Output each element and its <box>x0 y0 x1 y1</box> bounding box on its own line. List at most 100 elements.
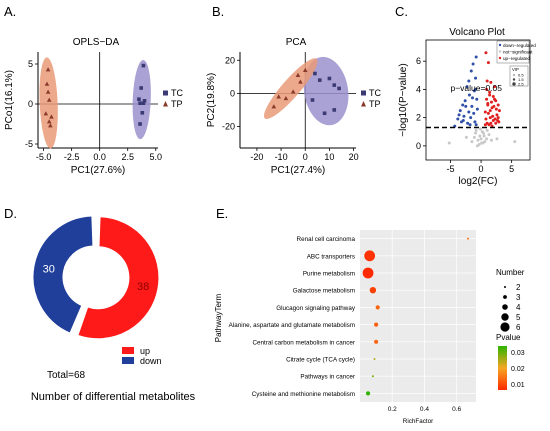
c-point-up <box>493 85 497 89</box>
c-point-down <box>474 76 478 80</box>
panel-c-plot: p−value=0.05 -5 0 5 0 2 4 6 log2(FC) −log10(P−val… <box>398 39 536 187</box>
c-point-up <box>486 103 490 107</box>
c-point-down <box>464 104 468 108</box>
a-legend-label: TP <box>171 99 183 109</box>
a-y-label: PCo1(16.1%) <box>4 70 15 130</box>
c-point-down <box>468 123 472 127</box>
a-y-tick-label: 5 <box>28 59 33 69</box>
a-point-tc <box>141 101 146 105</box>
b-point-tc <box>327 76 332 81</box>
c-point-up <box>494 121 498 125</box>
c-point-down <box>474 87 478 91</box>
c-size-legend-title: VIP <box>512 67 519 72</box>
b-x-tick-label: 20 <box>349 152 359 162</box>
e-category-label: ABC transporters <box>307 253 355 260</box>
e-bubble <box>374 339 379 344</box>
c-threshold-label: p−value=0.05 <box>450 83 502 93</box>
c-y-label: −log10(P−value) <box>398 63 409 136</box>
c-point-up <box>484 117 488 121</box>
e-x-tick-label: 0.6 <box>452 406 461 413</box>
e-bubble <box>466 237 469 240</box>
a-x-tick-label: 2.5 <box>121 152 134 162</box>
d-slice-value-down: 30 <box>43 264 55 276</box>
b-ellipse-tp <box>263 58 318 120</box>
c-point-ns <box>474 131 478 135</box>
b-y-label: PC2(19.8%) <box>206 73 217 127</box>
c-point-ns <box>487 133 491 137</box>
c-point-ns <box>478 134 482 138</box>
b-point-tc <box>313 71 317 76</box>
c-point-down <box>467 110 471 114</box>
e-x-tick-label: 0.4 <box>420 406 429 413</box>
a-legend-swatch <box>163 101 168 107</box>
c-point-up <box>496 103 500 107</box>
e-category-label: Purine metabolism <box>303 271 355 278</box>
b-point-tc <box>337 86 341 91</box>
c-point-ns <box>485 128 489 132</box>
a-point-tp <box>46 97 52 102</box>
c-point-up <box>494 107 498 111</box>
c-point-down <box>462 114 466 118</box>
a-point-tp <box>46 119 52 124</box>
c-point-down <box>465 85 469 89</box>
c-point-down <box>472 111 476 115</box>
a-point-tp <box>45 67 51 72</box>
c-point-down <box>457 113 461 117</box>
b-legend-swatch <box>361 90 366 96</box>
c-point-up <box>491 114 495 118</box>
b-y-tick-label: 0 <box>230 88 235 98</box>
panel-e: E. Renal cell carcinoma ABC transporters P… <box>214 206 525 425</box>
c-size-legend-dot <box>512 82 516 86</box>
a-x-tick-label: 0.0 <box>93 152 106 162</box>
c-legend-label: up−regulated <box>503 56 530 61</box>
b-point-tp <box>295 72 301 77</box>
c-point-ns <box>482 134 486 138</box>
c-size-legend-label: 1.5 <box>518 77 524 82</box>
panel-e-plot: Renal cell carcinoma ABC transporters Puri… <box>214 230 525 425</box>
a-point-tc <box>139 86 143 90</box>
e-size-legend-label: 4 <box>516 303 521 312</box>
d-legend-swatch-down <box>122 357 134 364</box>
c-point-up <box>485 87 489 91</box>
panel-d-letter: D. <box>4 206 17 221</box>
e-bubble <box>362 267 374 279</box>
e-x-tick-label: 0.2 <box>388 406 397 413</box>
c-size-legend-box <box>509 65 529 87</box>
c-legend-label: not−significant <box>503 50 533 55</box>
b-point-tc <box>332 83 337 87</box>
a-legend-swatch <box>163 90 168 96</box>
e-size-legend-title: Number <box>496 268 525 277</box>
e-size-legend-label: 5 <box>516 313 521 322</box>
e-category-label: Central carbon metabolism in cancer <box>252 339 355 346</box>
panel-c-letter: C. <box>395 4 408 19</box>
b-point-tc <box>322 111 327 116</box>
d-chart-title: Number of differential metabolites <box>31 391 196 403</box>
panel-a-plot: -5.0 -2.5 0.0 2.5 5.0 -5 0 5 PC1(27.6%) PCo1(16.1… <box>4 52 183 176</box>
c-point-down <box>473 120 477 124</box>
c-point-down <box>461 103 465 107</box>
e-size-legend-dot <box>500 322 510 332</box>
e-bubble <box>364 250 376 262</box>
e-size-legend-dot <box>503 295 507 299</box>
c-y-tick-label: 2 <box>416 113 421 123</box>
c-point-up <box>488 116 492 120</box>
c-point-down <box>475 97 479 101</box>
c-point-ns <box>475 144 479 148</box>
c-legend-box <box>496 40 530 64</box>
c-point-down <box>470 104 474 108</box>
a-point-tp <box>49 114 54 119</box>
c-point-ns <box>479 137 483 141</box>
c-point-up <box>484 51 488 55</box>
a-x-tick-label: 5.0 <box>149 152 162 162</box>
c-x-tick-label: 5 <box>509 164 514 174</box>
b-y-tick-label: 20 <box>225 55 235 65</box>
a-point-tc <box>142 99 147 103</box>
b-x-label: PC1(27.4%) <box>271 165 325 176</box>
e-category-label: Galactose metabolism <box>293 288 355 295</box>
d-total-label: Total=68 <box>47 370 86 381</box>
a-x-tick-label: -5.0 <box>36 152 52 162</box>
c-point-ns <box>464 135 468 139</box>
c-point-ns <box>481 141 485 145</box>
